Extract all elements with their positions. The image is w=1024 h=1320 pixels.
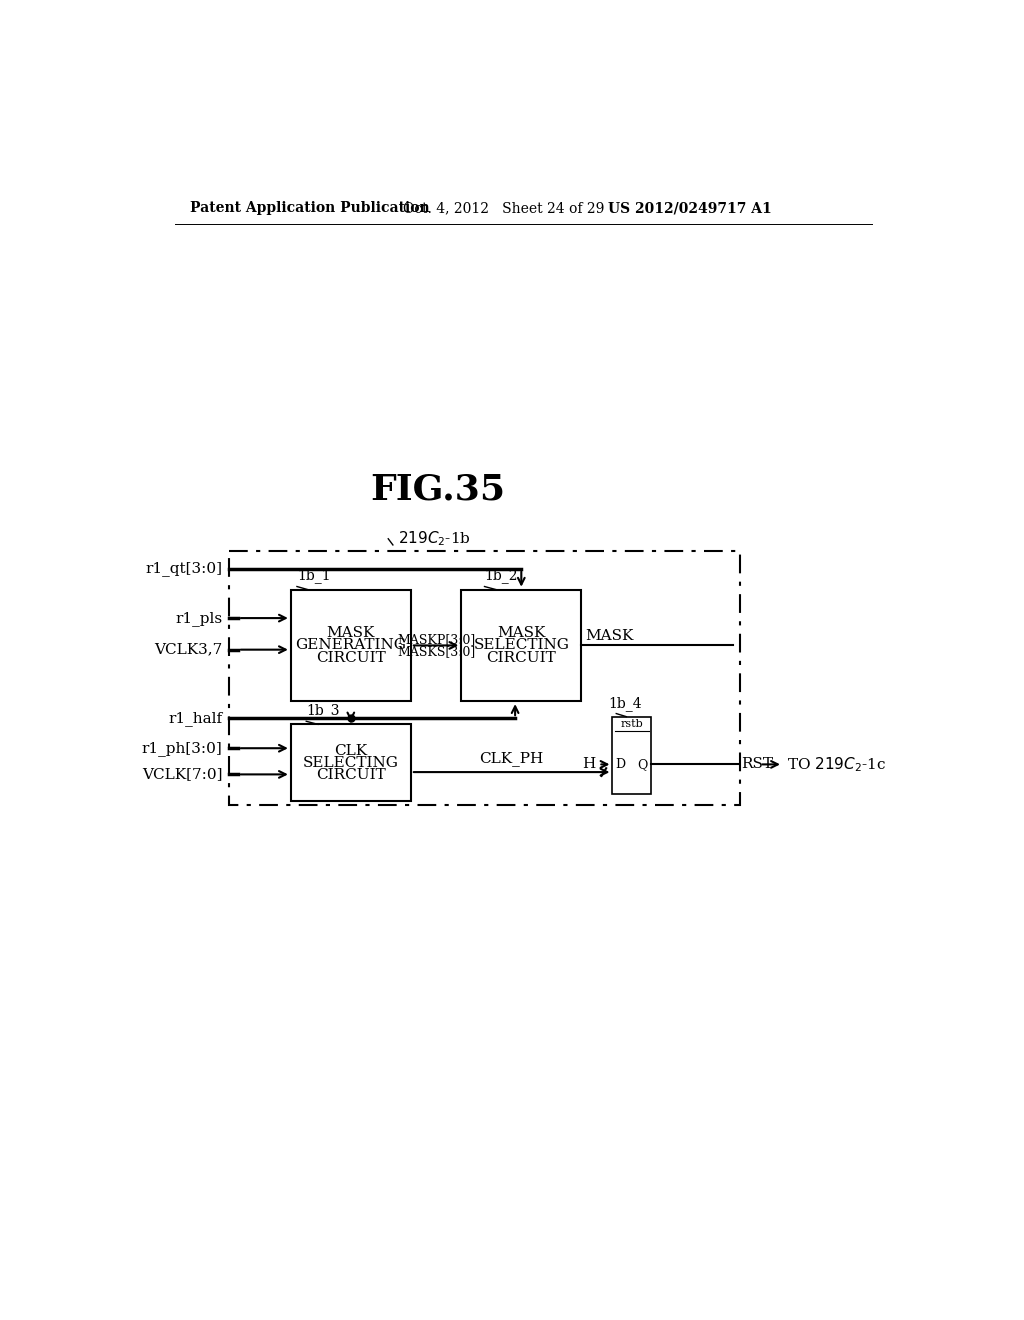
Text: Oct. 4, 2012   Sheet 24 of 29: Oct. 4, 2012 Sheet 24 of 29: [403, 202, 604, 215]
Text: 1b_2: 1b_2: [484, 569, 518, 583]
Text: r1_pls: r1_pls: [175, 611, 222, 626]
Text: MASKP[3:0]: MASKP[3:0]: [397, 632, 475, 645]
Text: CIRCUIT: CIRCUIT: [316, 651, 386, 665]
Bar: [461, 590, 582, 701]
Text: $219C_2$-1b: $219C_2$-1b: [397, 529, 470, 548]
Text: VCLK3,7: VCLK3,7: [155, 643, 222, 656]
Text: r1_ph[3:0]: r1_ph[3:0]: [141, 741, 222, 755]
Text: MASK: MASK: [327, 626, 375, 640]
Text: SELECTING: SELECTING: [473, 639, 569, 652]
Text: D: D: [615, 758, 626, 771]
Text: VCLK[7:0]: VCLK[7:0]: [142, 767, 222, 781]
Text: rstb: rstb: [621, 719, 643, 730]
Bar: [228, 552, 740, 805]
Text: CIRCUIT: CIRCUIT: [316, 768, 386, 783]
Text: MASK: MASK: [497, 626, 546, 640]
Text: MASKS[3:0]: MASKS[3:0]: [397, 645, 475, 659]
Text: CLK_PH: CLK_PH: [479, 751, 544, 766]
Bar: [612, 717, 651, 793]
Text: 1b_3: 1b_3: [306, 704, 340, 718]
Bar: [291, 590, 411, 701]
Text: Patent Application Publication: Patent Application Publication: [190, 202, 430, 215]
Text: FIG.35: FIG.35: [371, 473, 506, 507]
Text: CLK: CLK: [334, 743, 368, 758]
Bar: [291, 725, 411, 801]
Text: r1_half: r1_half: [168, 710, 222, 726]
Text: 1b_1: 1b_1: [297, 569, 331, 583]
Text: RST: RST: [741, 758, 773, 771]
Text: GENERATING: GENERATING: [295, 639, 407, 652]
Text: H: H: [583, 758, 596, 771]
Text: US 2012/0249717 A1: US 2012/0249717 A1: [608, 202, 772, 215]
Text: Q: Q: [638, 758, 648, 771]
Text: CIRCUIT: CIRCUIT: [486, 651, 556, 665]
Text: MASK: MASK: [586, 630, 634, 643]
Text: r1_qt[3:0]: r1_qt[3:0]: [145, 561, 222, 577]
Text: SELECTING: SELECTING: [303, 756, 398, 770]
Text: 1b_4: 1b_4: [608, 696, 642, 710]
Text: TO $219C_2$-1c: TO $219C_2$-1c: [786, 755, 886, 774]
